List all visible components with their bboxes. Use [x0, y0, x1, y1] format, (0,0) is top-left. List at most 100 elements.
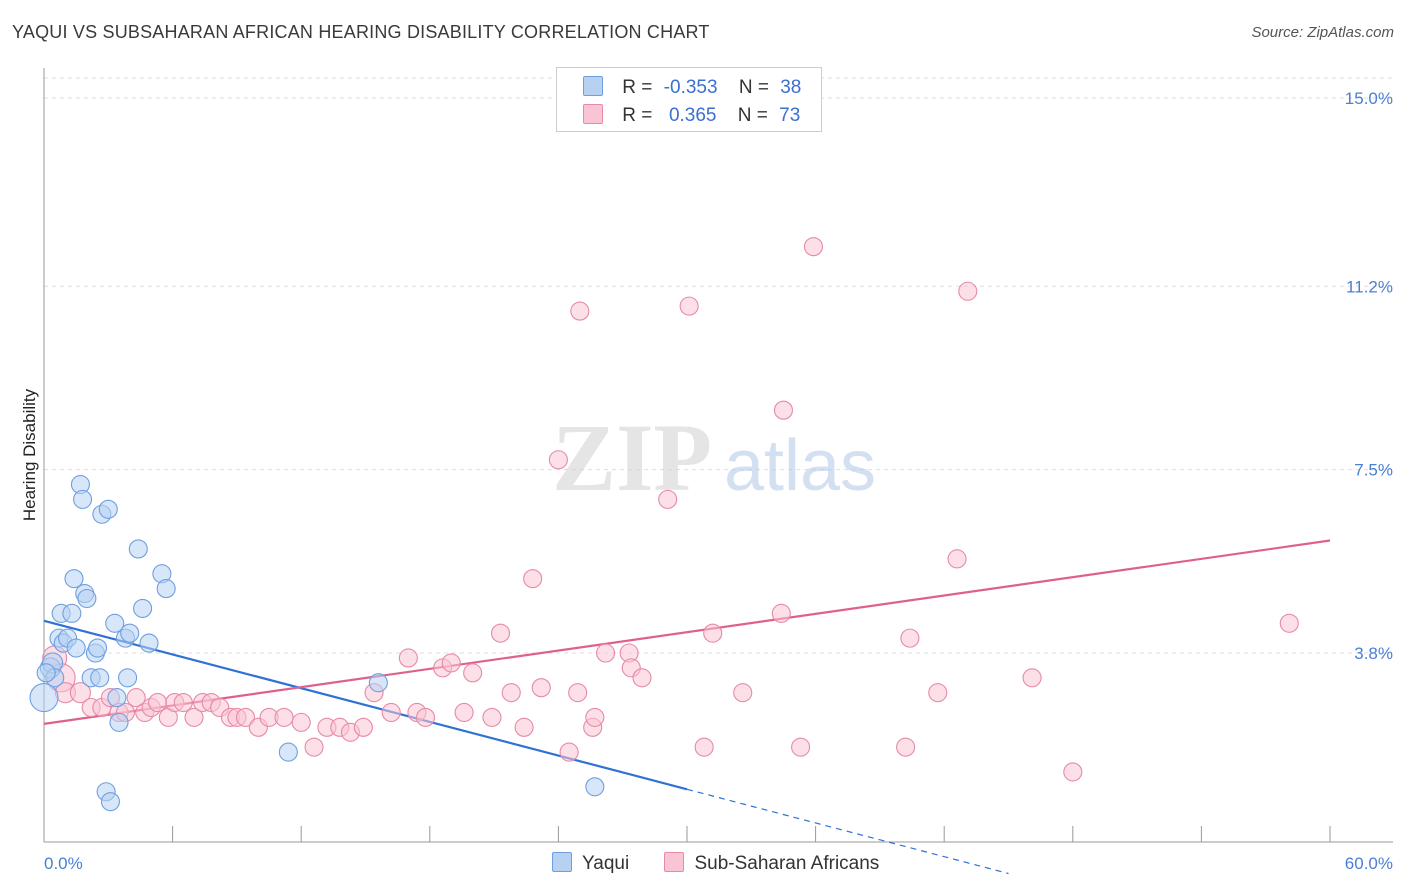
series-legend-subsaharan[interactable]: Sub-Saharan Africans [664, 852, 879, 875]
series-swatch-yaqui [552, 852, 572, 872]
data-point-subsaharan [900, 628, 920, 648]
data-point-subsaharan [773, 400, 794, 420]
data-point-subsaharan [501, 683, 521, 703]
legend-swatch-subsaharan [583, 104, 603, 124]
data-point-yaqui [278, 742, 298, 762]
data-point-yaqui [66, 638, 86, 658]
data-point-yaqui [107, 688, 127, 708]
watermark-atlas: atlas [724, 426, 876, 506]
data-points [29, 237, 1299, 812]
data-point-subsaharan [274, 707, 294, 727]
trend-line-yaqui-extension [686, 788, 1009, 875]
data-point-subsaharan [1022, 668, 1042, 688]
data-point-subsaharan [441, 653, 461, 673]
y-tick-label: 3.8% [1354, 644, 1393, 663]
series-legend: Yaqui Sub-Saharan Africans [552, 852, 909, 875]
data-point-subsaharan [947, 549, 967, 569]
legend-r-value: 0.365 [663, 105, 717, 126]
data-point-subsaharan [694, 737, 714, 757]
data-point-yaqui [73, 489, 93, 509]
data-point-yaqui [128, 539, 148, 559]
data-point-subsaharan [523, 569, 543, 589]
data-point-yaqui [88, 638, 108, 658]
y-axis-label: Hearing Disability [20, 388, 39, 521]
series-label-subsaharan: Sub-Saharan Africans [694, 853, 880, 874]
legend-row-subsaharan: R = 0.365 N = 73 [583, 104, 800, 127]
source-label: Source: ZipAtlas.com [1251, 24, 1394, 41]
data-point-yaqui [64, 569, 84, 589]
data-point-subsaharan [568, 683, 588, 703]
legend-swatch-yaqui [583, 76, 603, 96]
data-point-subsaharan [803, 237, 824, 257]
data-point-yaqui [36, 663, 56, 683]
y-tick-label: 11.2% [1346, 277, 1393, 296]
data-point-subsaharan [791, 737, 811, 757]
legend-n-value: 73 [779, 105, 801, 126]
data-point-subsaharan [703, 623, 723, 643]
data-point-yaqui [139, 633, 159, 653]
data-point-subsaharan [596, 643, 616, 663]
data-point-subsaharan [126, 688, 146, 708]
gridlines [44, 77, 1393, 654]
data-point-subsaharan [184, 707, 204, 727]
data-point-yaqui [156, 579, 176, 599]
data-point-subsaharan [490, 623, 511, 643]
data-point-yaqui [105, 613, 125, 633]
trend-lines [43, 539, 1331, 875]
data-point-subsaharan [415, 707, 436, 727]
data-point-subsaharan [585, 707, 605, 727]
data-point-subsaharan [463, 663, 483, 683]
data-point-subsaharan [896, 737, 916, 757]
data-point-subsaharan [1279, 613, 1299, 633]
watermark-zip: ZIP [552, 404, 712, 511]
data-point-subsaharan [771, 603, 791, 623]
data-point-subsaharan [658, 489, 678, 509]
data-point-subsaharan [514, 717, 534, 737]
data-point-yaqui [29, 683, 59, 713]
data-point-subsaharan [291, 712, 311, 732]
data-point-yaqui [100, 792, 120, 812]
trend-line-subsaharan [43, 539, 1331, 725]
data-point-yaqui [133, 598, 153, 618]
data-point-subsaharan [1063, 762, 1083, 782]
data-point-yaqui [77, 588, 97, 609]
series-label-yaqui: Yaqui [582, 853, 630, 874]
data-point-yaqui [368, 673, 388, 693]
data-point-yaqui [120, 623, 140, 643]
legend-row-yaqui: R = -0.353 N = 38 [583, 76, 801, 99]
data-point-subsaharan [570, 301, 590, 321]
y-tick-label: 7.5% [1354, 461, 1393, 480]
legend-r-label: R = [622, 105, 653, 126]
data-point-subsaharan [304, 737, 324, 757]
data-point-subsaharan [235, 707, 256, 727]
data-point-yaqui [98, 499, 118, 519]
data-point-subsaharan [398, 648, 418, 668]
legend-r-value: -0.353 [663, 77, 718, 98]
data-point-subsaharan [958, 281, 978, 301]
correlation-legend: R = -0.353 N = 38 R = 0.365 N = 73 [556, 67, 822, 132]
legend-n-label: N = [737, 105, 768, 126]
data-point-subsaharan [69, 682, 91, 704]
data-point-subsaharan [353, 717, 373, 737]
data-point-subsaharan [632, 668, 652, 688]
data-point-yaqui [585, 777, 605, 797]
legend-n-label: N = [738, 77, 769, 98]
data-point-yaqui [109, 712, 129, 732]
data-point-subsaharan [381, 702, 401, 723]
chart-title: YAQUI VS SUBSAHARAN AFRICAN HEARING DISA… [12, 22, 710, 42]
data-point-subsaharan [454, 702, 474, 723]
axes [43, 68, 1393, 843]
data-point-yaqui [90, 668, 110, 688]
data-point-yaqui [118, 668, 138, 688]
data-point-subsaharan [559, 742, 579, 762]
x-tick-label-min: 0.0% [44, 854, 83, 873]
data-point-subsaharan [148, 693, 168, 713]
legend-n-value: 38 [780, 77, 802, 98]
data-point-subsaharan [173, 693, 193, 713]
series-legend-yaqui[interactable]: Yaqui [552, 852, 629, 875]
legend-r-label: R = [622, 77, 653, 98]
data-point-subsaharan [733, 683, 753, 703]
data-point-subsaharan [928, 683, 948, 703]
data-point-subsaharan [679, 296, 699, 316]
